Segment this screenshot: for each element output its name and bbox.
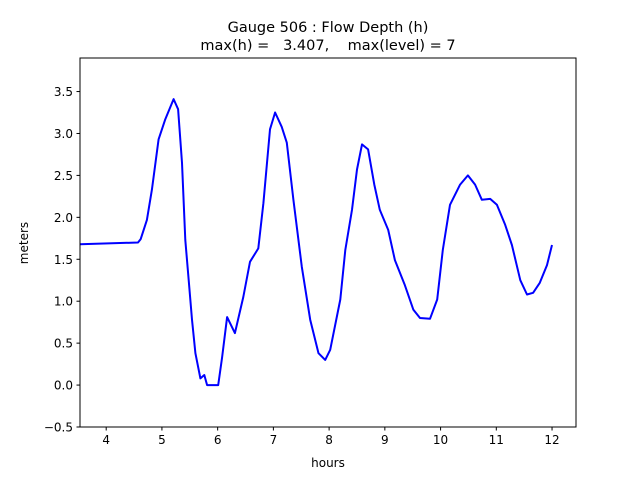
y-tick-label: 1.5 (54, 253, 73, 267)
x-axis-label: hours (311, 456, 345, 470)
x-tick-label: 10 (433, 433, 448, 447)
x-tick-label: 6 (214, 433, 222, 447)
plot-area (79, 98, 553, 387)
axes-frame (79, 57, 577, 428)
x-tick-label: 4 (102, 433, 110, 447)
x-tick-label: 11 (489, 433, 504, 447)
x-tick-label: 7 (270, 433, 278, 447)
y-tick-label: −0.5 (44, 421, 73, 435)
chart-title-line1: Gauge 506 : Flow Depth (h) (228, 20, 429, 36)
x-axis: 4 5 6 7 8 9 10 11 12 (102, 427, 560, 447)
y-tick-label: 2.0 (54, 211, 73, 225)
y-tick-label: 2.5 (54, 169, 73, 183)
y-tick-label: 1.0 (54, 295, 73, 309)
x-tick-label: 8 (325, 433, 333, 447)
y-tick-label: 3.5 (54, 85, 73, 99)
y-tick-label: 0.5 (54, 337, 73, 351)
y-tick-label: 3.0 (54, 127, 73, 141)
series-line-h (79, 98, 553, 387)
y-tick-label: 0.0 (54, 379, 73, 393)
x-tick-label: 12 (544, 433, 559, 447)
x-tick-label: 9 (381, 433, 389, 447)
y-axis-label: meters (17, 222, 31, 264)
y-axis: −0.5 0.0 0.5 1.0 1.5 2.0 2.5 3.0 3.5 (44, 85, 80, 435)
chart-title-line2: max(h) = 3.407, max(level) = 7 (200, 38, 455, 54)
x-tick-label: 5 (158, 433, 166, 447)
